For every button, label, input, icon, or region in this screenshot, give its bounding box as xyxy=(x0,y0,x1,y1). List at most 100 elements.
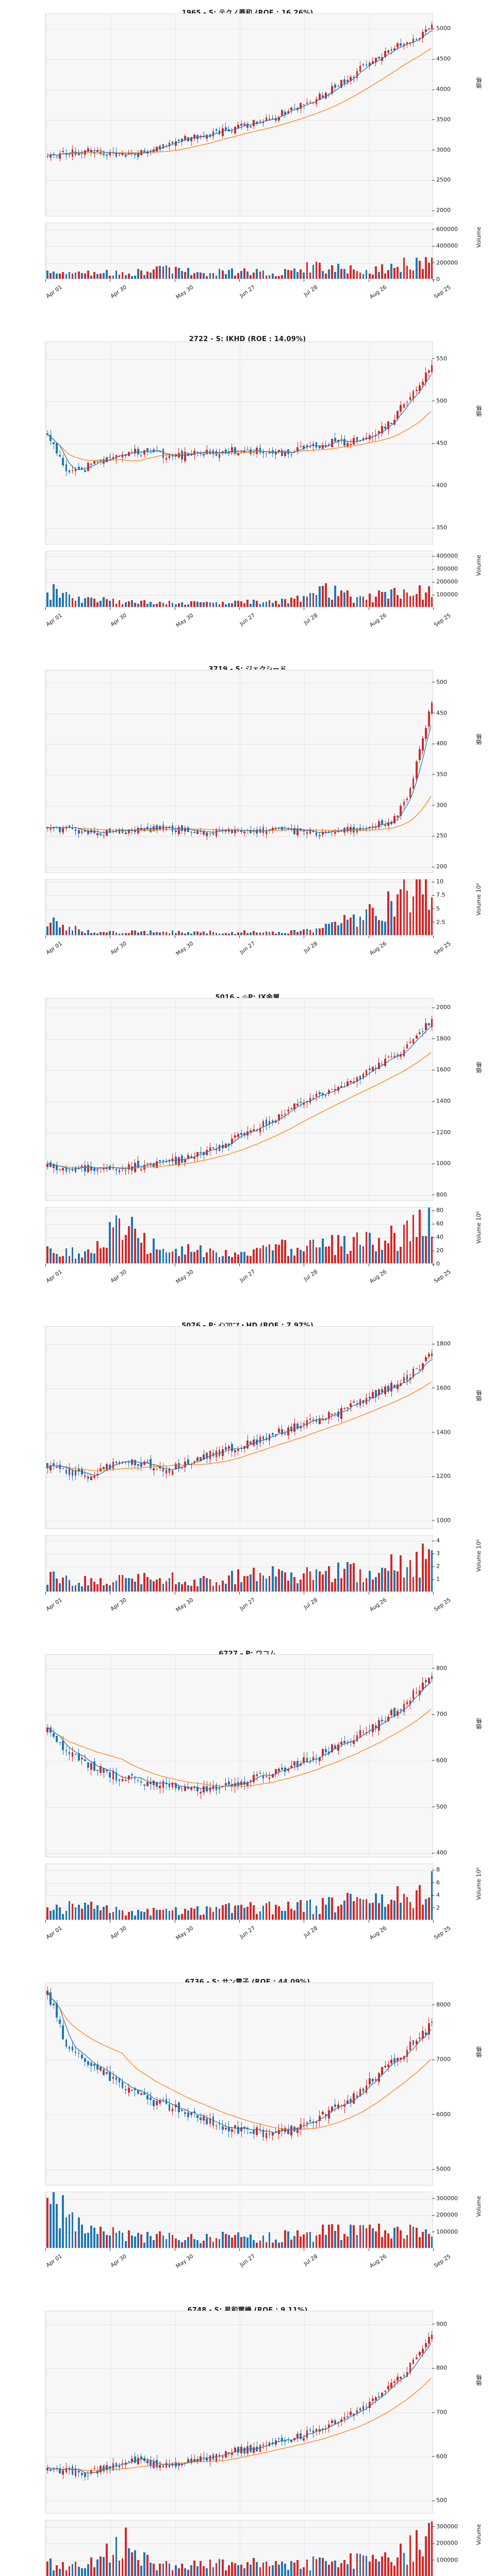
volume-bar xyxy=(56,1904,58,1920)
candle-body xyxy=(243,124,245,126)
candle-body xyxy=(412,39,415,43)
candle-wick xyxy=(394,45,395,51)
candle-body xyxy=(265,1119,268,1126)
candle-wick xyxy=(366,60,367,67)
volume-bar xyxy=(80,273,83,279)
candle-body xyxy=(237,2126,239,2134)
volume-bar xyxy=(274,1577,277,1591)
volume-bar xyxy=(171,602,174,607)
candle-wick xyxy=(344,1082,345,1088)
volume-bar xyxy=(68,272,71,279)
candle-body xyxy=(212,2116,214,2126)
candle-body xyxy=(277,1428,280,1433)
volume-bar xyxy=(187,1910,189,1920)
candle-body xyxy=(277,450,280,452)
volume-bar xyxy=(300,1580,302,1591)
volume-bar xyxy=(293,2563,295,2576)
volume-bar xyxy=(156,1249,158,1263)
volume-bar xyxy=(331,265,333,279)
candle-body xyxy=(337,2105,339,2108)
volume-bar xyxy=(80,1909,83,1920)
volume-bar xyxy=(431,1236,433,1263)
candle-body xyxy=(71,2046,74,2050)
volume-bar xyxy=(93,1253,95,1263)
volume-bar xyxy=(371,1903,374,1920)
volume-bar xyxy=(327,923,330,935)
volume-bar xyxy=(137,933,139,935)
candle-wick xyxy=(266,1432,267,1442)
gridline xyxy=(46,1388,433,1389)
volume-bar xyxy=(390,901,392,935)
candle-wick xyxy=(294,104,295,110)
volume-bar xyxy=(130,2552,133,2576)
candle-wick xyxy=(275,2128,276,2133)
volume-bar xyxy=(303,1251,305,1263)
volume-bar xyxy=(377,1573,380,1591)
price-axis-label: 価格 xyxy=(476,1718,483,1730)
gridline xyxy=(175,670,176,872)
candle-body xyxy=(243,451,245,453)
volume-bar xyxy=(87,1249,89,1263)
volume-bar xyxy=(334,1912,336,1920)
volume-bar xyxy=(381,1894,383,1920)
x-tick-mark xyxy=(433,2248,434,2251)
candle-body xyxy=(421,1682,424,1690)
volume-bar xyxy=(256,1914,258,1920)
gridline xyxy=(46,359,433,360)
volume-bar xyxy=(50,1910,52,1920)
price-y-tick-label: 350 xyxy=(432,771,447,778)
volume-bar xyxy=(353,602,355,607)
candle-body xyxy=(265,1437,268,1440)
x-tick-label: Jul 28 xyxy=(303,1925,319,1939)
price-axis-label: 価格 xyxy=(476,734,483,745)
volume-bar xyxy=(212,602,214,607)
volume-bar xyxy=(74,600,77,607)
gridline xyxy=(369,1536,370,1591)
candle-wick xyxy=(313,1095,314,1099)
candle-body xyxy=(368,1397,371,1398)
volume-bar xyxy=(53,1909,55,1920)
volume-bar xyxy=(190,2565,192,2576)
volume-bar xyxy=(334,2230,336,2248)
candle-wick xyxy=(81,150,82,159)
volume-bar xyxy=(56,2565,58,2576)
volume-bar xyxy=(68,1580,71,1591)
volume-bar xyxy=(262,1906,265,1920)
x-tick-label: Sep 25 xyxy=(433,1597,452,1613)
volume-bar xyxy=(203,1257,205,1263)
volume-bar xyxy=(203,273,205,279)
candle-body xyxy=(221,128,224,137)
gridline xyxy=(46,2527,433,2528)
volume-bar xyxy=(350,2553,352,2576)
candle-body xyxy=(180,2109,183,2111)
gridline xyxy=(46,582,433,583)
x-tick-mark xyxy=(239,607,240,610)
volume-bar xyxy=(412,2227,415,2248)
candle-body xyxy=(165,828,168,829)
volume-bar xyxy=(284,2564,286,2576)
candle-body xyxy=(224,2127,227,2130)
candle-wick xyxy=(128,1460,129,1468)
candle-body xyxy=(381,426,383,434)
candle-body xyxy=(353,827,355,833)
volume-bar xyxy=(424,879,427,935)
volume-bar xyxy=(106,1905,108,1920)
volume-bar xyxy=(196,1906,199,1920)
volume-bar xyxy=(324,1905,327,1920)
volume-bar xyxy=(165,1581,168,1591)
volume-bar xyxy=(296,2560,299,2576)
volume-bar xyxy=(268,600,271,607)
candle-body xyxy=(224,1783,227,1786)
volume-bar xyxy=(112,599,114,607)
candle-body xyxy=(134,448,136,454)
candle-body xyxy=(127,1164,130,1170)
volume-bar xyxy=(184,2240,186,2248)
price-y-tick-label: 1800 xyxy=(432,1340,451,1347)
price-plot-area xyxy=(45,998,433,1201)
candle-body xyxy=(246,449,249,450)
volume-bar xyxy=(165,931,168,935)
candle-body xyxy=(262,1121,265,1127)
volume-bar xyxy=(321,2225,324,2248)
candle-wick xyxy=(94,1471,95,1480)
candle-body xyxy=(377,1389,380,1396)
